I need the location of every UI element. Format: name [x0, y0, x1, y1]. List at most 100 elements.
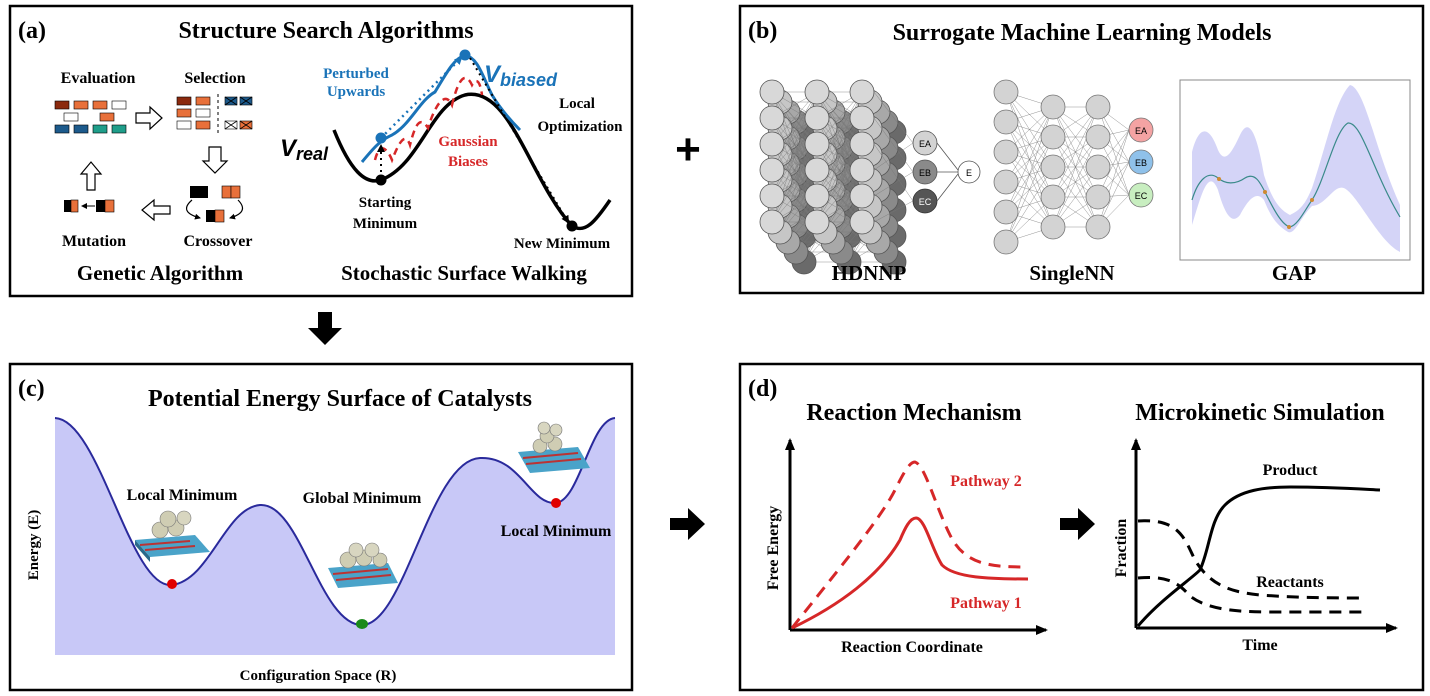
right-arrow-icon [1060, 508, 1095, 540]
hdnnp-ec-label: EC [919, 197, 932, 207]
singlenn-ec-label: EC [1135, 191, 1148, 201]
local-optimization-arrow [469, 57, 570, 224]
hdnnp-node [759, 183, 785, 209]
starting-minimum-point [375, 174, 387, 186]
new-minimum-point [566, 220, 578, 232]
ga-caption: Genetic Algorithm [77, 261, 244, 285]
perturbed-label-line2: Upwards [327, 84, 386, 100]
peak-point [459, 49, 471, 61]
singlenn-node [1040, 214, 1066, 240]
gap-training-point [1310, 198, 1314, 202]
singlenn-node [1085, 214, 1111, 240]
hdnnp-node [804, 209, 830, 235]
gap-mean-curve [1191, 122, 1401, 228]
panel-d-tag: (d) [748, 376, 777, 402]
gaussian-bias-curve [373, 76, 484, 164]
hdnnp-caption: HDNNP [832, 261, 907, 285]
global-minimum-dot [356, 619, 368, 629]
gap-training-point [1263, 190, 1267, 194]
hdnnp-node [804, 157, 830, 183]
hdnnp-node [849, 79, 875, 105]
v-real-label: Vreal [280, 135, 329, 164]
perturbed-upwards-arrow [380, 56, 463, 139]
left-arrow-icon [141, 198, 171, 222]
right-arrow-icon [670, 508, 705, 540]
plus-sign: + [675, 125, 701, 174]
hdnnp-outputs: EA EB EC E [912, 130, 981, 214]
pes-fill [55, 418, 615, 655]
panel-b-title: Surrogate Machine Learning Models [893, 20, 1272, 46]
reactants-label: Reactants [1256, 574, 1324, 591]
hdnnp-node [759, 157, 785, 183]
singlenn-node [993, 199, 1019, 225]
pes-xlabel: Configuration Space (R) [240, 668, 397, 684]
panel-b: (b) Surrogate Machine Learning Models EA… [738, 4, 1425, 295]
singlenn-node [993, 229, 1019, 255]
hdnnp-node [804, 79, 830, 105]
reaction-xlabel: Reaction Coordinate [841, 639, 983, 656]
panel-a-tag: (a) [18, 18, 46, 44]
ga-mutation-label: Mutation [62, 233, 126, 250]
panel-b-tag: (b) [748, 18, 777, 44]
local-optimization-line1: Local [559, 96, 595, 112]
global-minimum-label: Global Minimum [303, 490, 422, 507]
hdnnp-node [804, 105, 830, 131]
singlenn-node [1040, 154, 1066, 180]
pathway1-curve [791, 516, 1029, 630]
singlenn-node [993, 79, 1019, 105]
starting-minimum-line1: Starting [359, 195, 412, 211]
panel-c-tag: (c) [18, 376, 45, 402]
new-minimum-label: New Minimum [514, 236, 611, 252]
ssw-caption: Stochastic Surface Walking [341, 261, 587, 285]
singlenn-network [993, 79, 1130, 255]
singlenn-ea-label: EA [1135, 126, 1147, 136]
local-minimum-left-label: Local Minimum [127, 487, 238, 504]
starting-minimum-line2: Minimum [353, 216, 418, 232]
gap-training-point [1287, 225, 1291, 229]
ga-selection-label: Selection [184, 70, 245, 87]
ssw-diagram: Vreal Vbiased Perturbed Upwards Gaussian… [280, 49, 623, 285]
panel-c-title: Potential Energy Surface of Catalysts [148, 386, 532, 412]
pes-ylabel: Energy (E) [26, 510, 42, 580]
hdnnp-e-label: E [966, 168, 972, 178]
hdnnp-node [849, 157, 875, 183]
mutation-blocks [64, 199, 115, 213]
singlenn-node [993, 109, 1019, 135]
hdnnp-node [849, 105, 875, 131]
singlenn-caption: SingleNN [1029, 261, 1114, 285]
pathway2-curve [790, 460, 1029, 629]
panel-a: (a) Structure Search Algorithms Evaluati… [8, 4, 634, 298]
reaction-ylabel: Free Energy [765, 506, 782, 591]
singlenn-node [1085, 154, 1111, 180]
catalyst-slab-center [328, 542, 398, 588]
hdnnp-node [849, 183, 875, 209]
hdnnp-eb-label: EB [919, 168, 931, 178]
hdnnp-node [759, 79, 785, 105]
singlenn-node [1040, 94, 1066, 120]
singlenn-output-ec [1128, 182, 1154, 208]
hdnnp-node [759, 209, 785, 235]
up-arrow-icon [79, 161, 103, 191]
singlenn-output-eb [1128, 149, 1154, 175]
singlenn-node [993, 169, 1019, 195]
gap-caption: GAP [1272, 261, 1317, 285]
population-blocks [54, 100, 127, 134]
local-minimum-right-dot [551, 498, 561, 508]
hdnnp-node [804, 183, 830, 209]
singlenn-eb-label: EB [1135, 158, 1147, 168]
local-minimum-left-dot [167, 579, 177, 589]
catalyst-slab-left [135, 510, 210, 562]
product-label: Product [1263, 462, 1318, 479]
ga-evaluation-label: Evaluation [61, 70, 136, 87]
gap-plot [1179, 79, 1411, 261]
micro-xlabel: Time [1242, 637, 1277, 654]
hdnnp-ea-label: EA [919, 139, 931, 149]
panel-b-frame [738, 4, 1425, 295]
gap-training-point [1217, 177, 1221, 181]
perturbed-label-line1: Perturbed [323, 66, 389, 82]
catalyst-slab-right [518, 421, 590, 473]
panel-c-frame [8, 362, 634, 692]
panel-c: (c) Potential Energy Surface of Catalyst… [8, 362, 634, 692]
singlenn-node [1085, 94, 1111, 120]
